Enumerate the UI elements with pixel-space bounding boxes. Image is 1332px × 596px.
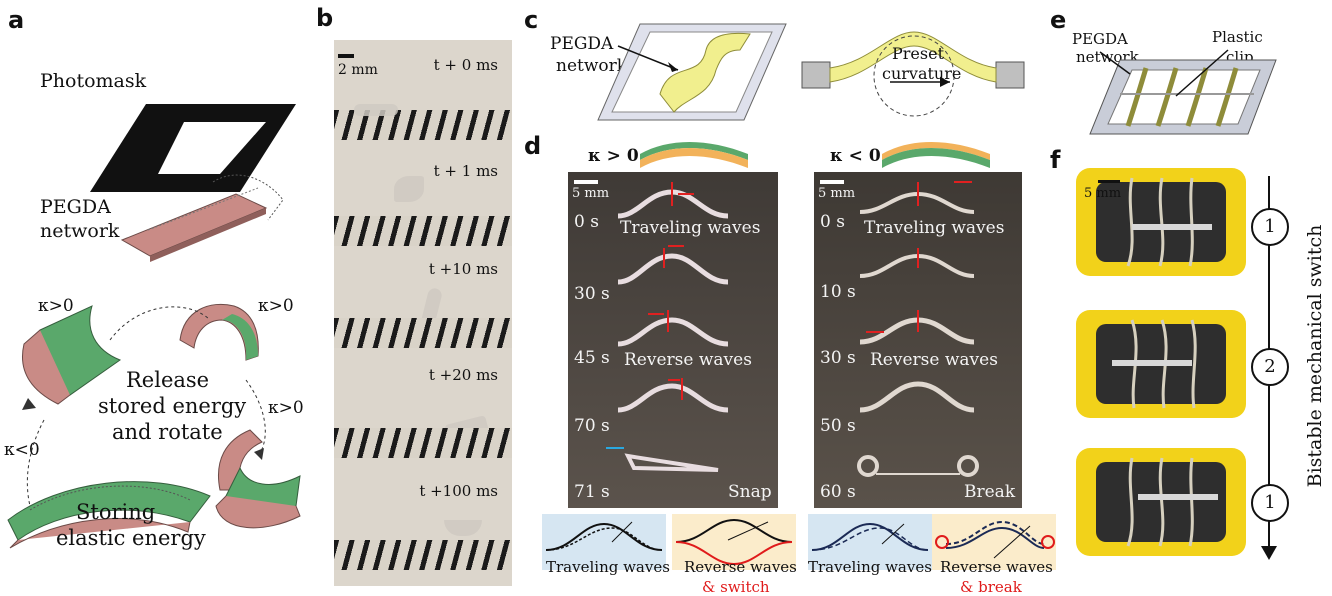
release-line3: and rotate — [112, 420, 223, 444]
scale-label: 2 mm — [338, 62, 378, 78]
curl-sheets-drawing — [7, 303, 301, 549]
sample-1 — [394, 176, 424, 202]
state-circle-2: 2 — [1251, 348, 1289, 386]
stripe-row-3 — [334, 428, 512, 458]
schematic-label-1: Traveling waves — [546, 558, 670, 576]
right-time-1: 10 s — [820, 282, 856, 302]
preset-line1: Preset — [892, 44, 944, 63]
time-label-3: t +20 ms — [428, 366, 498, 384]
left-reverse-label: Reverse waves — [624, 350, 752, 370]
photomask-drawing — [90, 104, 296, 192]
panel-label-b: b — [316, 4, 334, 32]
kappa-pos-2: κ>0 — [258, 296, 294, 316]
stripe-row-4 — [334, 540, 512, 570]
schematic-label-4a: Reverse waves — [940, 558, 1053, 576]
schematic-label-2b: & switch — [702, 578, 770, 596]
e-pegda-line1: PEGDA — [1072, 30, 1128, 48]
left-scale-bar — [574, 180, 598, 184]
bistable-switch-label: Bistable mechanical switch — [1304, 224, 1326, 488]
pegda-film-drawing — [120, 174, 284, 262]
panel-label-f: f — [1050, 146, 1061, 174]
high-speed-sequence: 2 mm t + 0 ms t + 1 ms t +10 ms t +20 ms… — [334, 40, 512, 586]
kappa-pos-3: κ>0 — [268, 398, 304, 418]
left-film-shapes — [606, 182, 729, 472]
right-traveling-label: Traveling waves — [864, 218, 1005, 238]
state-circle-3: 1 — [1251, 484, 1289, 522]
panel-label-d: d — [524, 132, 542, 160]
left-time-1: 30 s — [574, 284, 610, 304]
kappa-pos-1: κ>0 — [38, 296, 74, 316]
storing-line2: elastic energy — [56, 526, 206, 550]
state-circle-1: 1 — [1251, 208, 1289, 246]
e-clip-line1: Plastic — [1212, 28, 1263, 46]
e-clip-drawing — [1089, 49, 1277, 135]
right-scale-label: 5 mm — [818, 186, 856, 201]
release-line2: stored energy — [98, 394, 247, 418]
schematic-label-2a: Reverse waves — [684, 558, 797, 576]
right-time-4: 60 s — [820, 482, 856, 502]
schematic-traveling-left — [542, 514, 666, 570]
f-scale-label: 5 mm — [1084, 186, 1122, 201]
schematic-reverse-switch — [672, 514, 796, 570]
stripe-row-2 — [334, 318, 512, 348]
switch-state-1a: 5 mm — [1076, 168, 1246, 276]
time-label-1: t + 1 ms — [433, 162, 498, 180]
scale-bar — [338, 54, 354, 58]
pegda-label-line2: network — [40, 220, 120, 242]
time-label-2: t +10 ms — [428, 260, 498, 278]
panel-label-a: a — [8, 6, 25, 34]
right-film-shapes — [857, 181, 979, 477]
sample-4 — [444, 520, 482, 536]
right-reverse-label: Reverse waves — [870, 350, 998, 370]
timeline-arrow-icon — [1261, 546, 1277, 560]
stripe-row-1 — [334, 216, 512, 246]
c-pegda-line1: PEGDA — [550, 34, 614, 54]
left-scale-label: 5 mm — [572, 186, 610, 201]
time-label-4: t +100 ms — [419, 482, 498, 500]
schematic-label-4b: & break — [960, 578, 1022, 596]
left-time-0: 0 s — [574, 212, 599, 232]
left-time-4: 71 s — [574, 482, 610, 502]
panel-label-e: e — [1050, 6, 1067, 34]
photomask-label: Photomask — [40, 70, 147, 92]
f-scale-bar — [1098, 180, 1120, 183]
c-preset-drawing — [801, 31, 1025, 117]
left-time-3: 70 s — [574, 416, 610, 436]
schematic-traveling-right — [808, 514, 932, 570]
kappa-pos-strip — [640, 142, 748, 168]
left-time-2: 45 s — [574, 348, 610, 368]
right-break-label: Break — [964, 482, 1016, 502]
kappa-neg-strip — [882, 142, 990, 168]
left-traveling-label: Traveling waves — [620, 218, 761, 238]
kappa-pos-header: κ > 0 — [588, 146, 639, 166]
kappa-neg-header: κ < 0 — [830, 146, 881, 166]
right-time-3: 50 s — [820, 416, 856, 436]
right-photo-column: 5 mm 0 s Traveling waves 10 s 30 s Rever… — [814, 172, 1022, 508]
time-label-0: t + 0 ms — [433, 56, 498, 74]
pegda-label-line1: PEGDA — [40, 196, 111, 218]
left-snap-label: Snap — [728, 482, 772, 502]
preset-line2: curvature — [882, 64, 962, 83]
left-photo-column: 5 mm 0 s Traveling waves 30 s 45 s Rever… — [568, 172, 778, 508]
switch-state-1b — [1076, 448, 1246, 556]
right-scale-bar — [820, 180, 844, 184]
c-pegda-line2: network — [556, 56, 628, 76]
right-time-0: 0 s — [820, 212, 845, 232]
storing-line1: Storing — [76, 500, 156, 524]
switch-state-2 — [1076, 310, 1246, 418]
release-line1: Release — [126, 368, 210, 392]
panel-label-c: c — [524, 6, 539, 34]
c-frame-drawing — [597, 23, 787, 121]
schematic-label-3: Traveling waves — [808, 558, 932, 576]
sample-0 — [354, 104, 398, 116]
right-time-2: 30 s — [820, 348, 856, 368]
schematic-reverse-break — [932, 514, 1056, 570]
